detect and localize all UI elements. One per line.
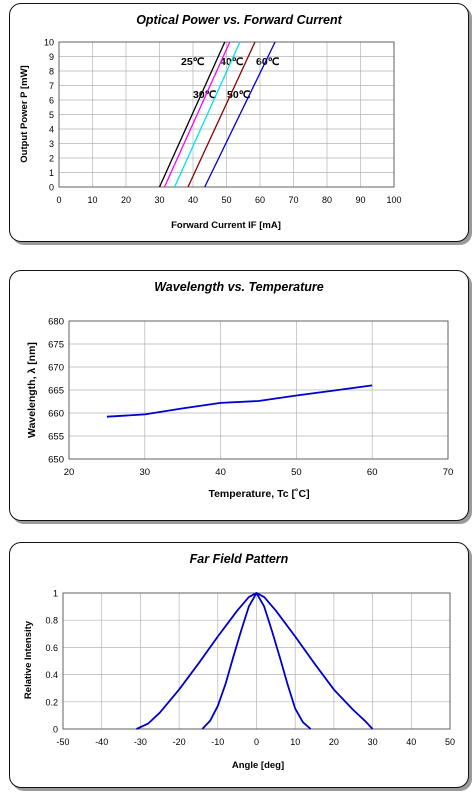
x-tick-label: 50: [291, 467, 302, 478]
y-tick-label: 660: [48, 409, 64, 420]
y-tick-label: 0: [49, 183, 54, 193]
y-tick-label: 8: [49, 67, 54, 77]
x-tick-label: -20: [173, 737, 186, 747]
x-tick-label: 50: [445, 737, 455, 747]
x-tick-label: 100: [386, 195, 401, 205]
x-tick-label: 20: [329, 737, 339, 747]
y-tick-label: 3: [49, 139, 54, 149]
y-axis-label: Wavelength, λ [nm]: [26, 342, 38, 438]
y-tick-label: 0.6: [45, 643, 58, 653]
x-tick-label: 30: [140, 467, 151, 478]
y-tick-label: 675: [48, 340, 64, 351]
y-tick-label: 680: [48, 317, 64, 328]
series-label-50c: 50℃: [227, 89, 251, 101]
x-tick-label: 30: [368, 737, 378, 747]
series-line: [187, 41, 256, 188]
x-tick-label: 20: [121, 195, 131, 205]
series-label-30c: 30℃: [193, 89, 217, 101]
x-tick-label: 10: [290, 737, 300, 747]
plot-area-frame: [68, 320, 449, 460]
x-tick-label: -50: [56, 737, 69, 747]
y-tick-label: 10: [44, 38, 54, 48]
x-tick-label: 0: [56, 195, 61, 205]
x-tick-label: 40: [406, 737, 416, 747]
y-tick-label: 7: [49, 81, 54, 91]
chart-title: Wavelength vs. Temperature: [154, 280, 324, 294]
y-tick-label: 9: [49, 52, 54, 62]
x-tick-label: 50: [221, 195, 231, 205]
series-line: [136, 592, 374, 730]
x-tick-label: 0: [254, 737, 259, 747]
x-tick-label: 80: [322, 195, 332, 205]
series-line: [204, 41, 276, 188]
x-tick-label: -30: [134, 737, 147, 747]
series-line: [106, 384, 373, 418]
y-tick-label: 650: [48, 455, 64, 466]
y-tick-label: 665: [48, 386, 64, 397]
x-tick-label: -40: [95, 737, 108, 747]
y-tick-label: 0: [53, 725, 58, 735]
x-tick-label: 70: [443, 467, 454, 478]
y-tick-label: 1: [53, 589, 58, 599]
chart-panel-wavelength: Wavelength vs. Temperature: [9, 270, 469, 521]
y-tick-label: 0.8: [45, 616, 58, 626]
y-tick-label: 655: [48, 432, 64, 443]
y-axis-label: Relative Intensity: [23, 620, 34, 699]
x-tick-label: -10: [211, 737, 224, 747]
x-tick-label: 60: [255, 195, 265, 205]
y-tick-label: 4: [49, 125, 54, 135]
series-label-60c: 60℃: [256, 56, 280, 68]
series-line: [201, 592, 312, 730]
x-axis-label: Temperature, Tc [˚C]: [208, 488, 309, 500]
series-line: [158, 41, 226, 188]
y-tick-label: 1: [49, 168, 54, 178]
x-tick-label: 90: [355, 195, 365, 205]
x-axis-label: Angle [deg]: [232, 760, 284, 771]
y-tick-label: 0.4: [45, 670, 58, 680]
x-axis-label: Forward Current IF [mA]: [171, 220, 281, 231]
y-tick-label: 0.2: [45, 697, 58, 707]
plot-area-frame: [58, 41, 395, 188]
x-tick-label: 20: [64, 467, 75, 478]
x-tick-label: 10: [87, 195, 97, 205]
y-tick-label: 2: [49, 154, 54, 164]
x-tick-label: 40: [215, 467, 226, 478]
chart-title: Far Field Pattern: [189, 552, 289, 566]
x-tick-label: 30: [154, 195, 164, 205]
x-tick-label: 60: [367, 467, 378, 478]
series-label-40c: 40℃: [220, 56, 244, 68]
x-tick-label: 70: [288, 195, 298, 205]
chart-title: Optical Power vs. Forward Current: [136, 13, 342, 27]
y-axis-label: Output Power P [mW]: [19, 65, 30, 162]
y-tick-label: 6: [49, 96, 54, 106]
series-line: [163, 41, 231, 188]
y-tick-label: 5: [49, 110, 54, 120]
x-tick-label: 40: [188, 195, 198, 205]
y-tick-label: 670: [48, 363, 64, 374]
series-line: [174, 41, 241, 188]
chart-panel-far-field: Far Field Pattern: [9, 542, 469, 788]
